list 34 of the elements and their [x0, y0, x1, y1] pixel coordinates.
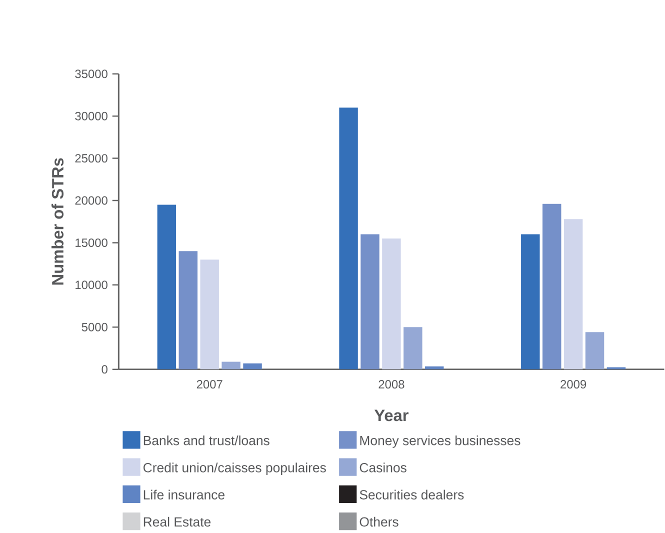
y-tick-label: 5000: [82, 322, 108, 332]
x-tick-label: 2007: [196, 380, 222, 388]
legend-label: Credit union/caisses populaires: [144, 462, 326, 475]
y-axis-title: Number of STRs: [52, 158, 64, 284]
legend-label: Life insurance: [144, 490, 224, 500]
y-tick-label: 25000: [75, 154, 108, 162]
legend-label: Casinos: [360, 462, 406, 472]
bar: [200, 259, 219, 370]
bar: [585, 332, 604, 370]
bar: [542, 204, 562, 370]
y-tick-label: 0: [102, 364, 108, 374]
y-tick-label: 15000: [76, 238, 108, 247]
x-tick-label: 2008: [378, 380, 404, 388]
x-axis-title: Year: [374, 410, 408, 421]
bar: [222, 362, 240, 370]
y-tick-label: 35000: [75, 69, 108, 78]
bar: [360, 234, 380, 370]
x-tick-label: 2009: [560, 380, 586, 388]
legend-label: Money services businesses: [360, 435, 520, 448]
y-tick-label: 20000: [75, 196, 108, 205]
legend-label: Banks and trust/loans: [144, 435, 270, 446]
bar: [339, 107, 358, 370]
bar: [382, 238, 401, 370]
legend-label: Others: [360, 516, 398, 526]
bar: [564, 218, 583, 370]
bar: [521, 234, 540, 370]
bar: [178, 250, 198, 370]
y-tick-label: 30000: [75, 112, 108, 120]
y-tick-label: 10000: [76, 280, 108, 289]
bar: [157, 204, 176, 370]
bar: [243, 363, 262, 370]
legend-label: Real Estate: [144, 516, 211, 526]
legend-label: Securities dealers: [360, 490, 464, 500]
bar: [404, 326, 422, 370]
